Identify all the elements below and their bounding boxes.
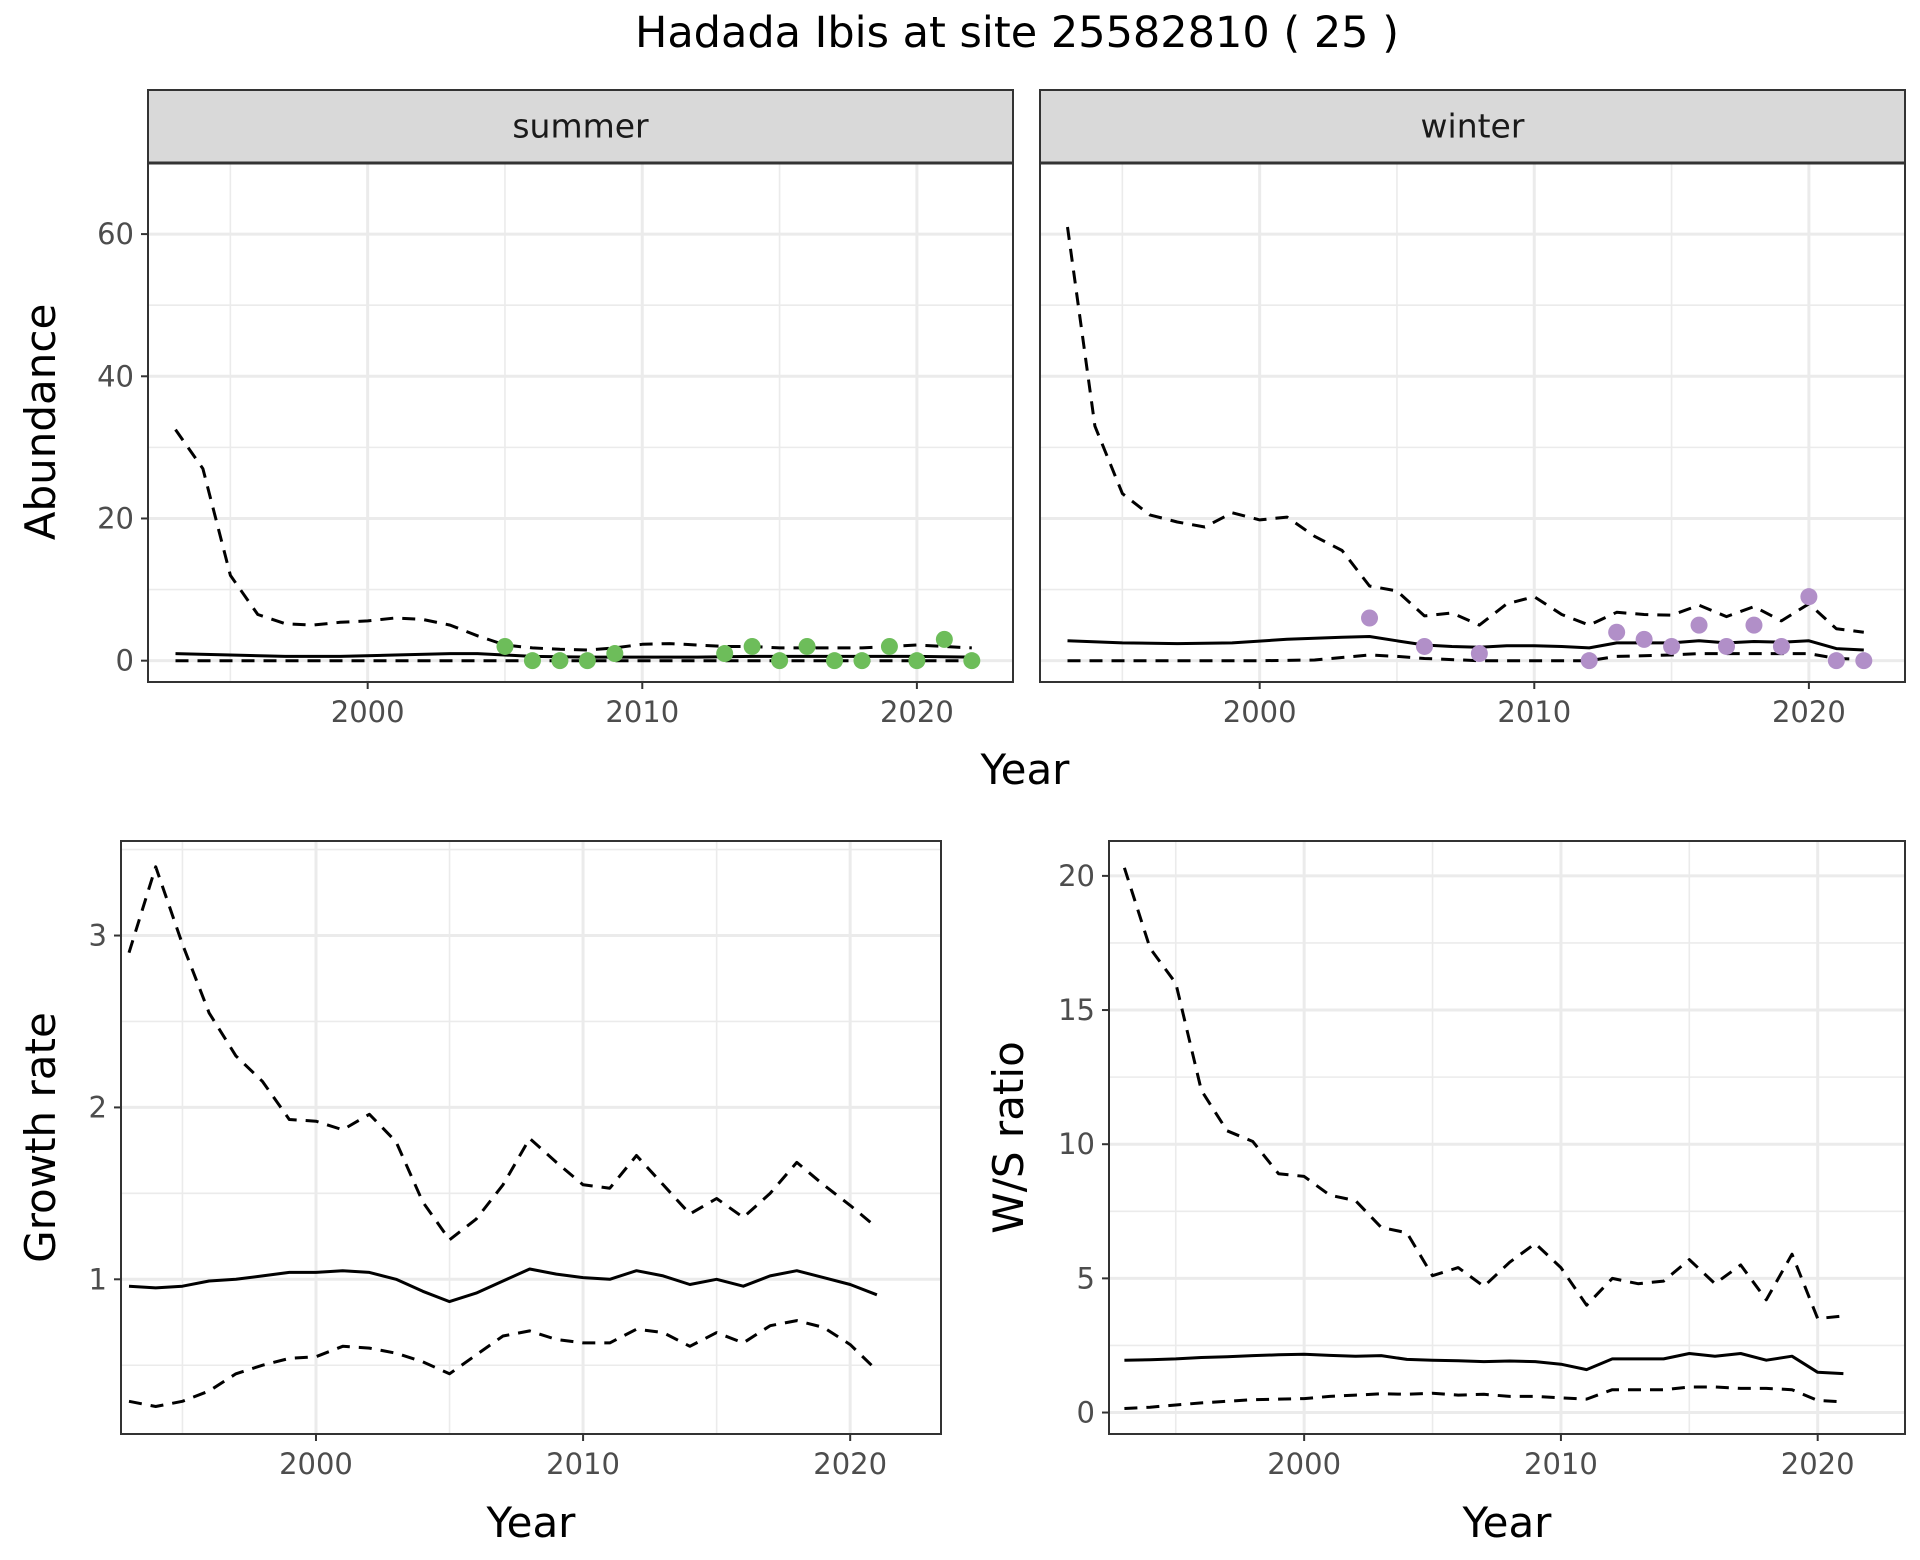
observed-count-point: [880, 637, 898, 655]
abundance-y-axis-label: Abundance: [16, 304, 65, 541]
facet-strip-label: winter: [1421, 107, 1525, 146]
x-tick-label: 2010: [1497, 695, 1571, 729]
panel-border: [147, 162, 1014, 683]
dashed-interval-line: [1122, 867, 1844, 1321]
observed-count-point: [826, 652, 844, 670]
y-tick-label: 10: [1058, 1127, 1095, 1161]
facet-strip: [147, 89, 1014, 164]
x-tick-label: 2000: [331, 695, 405, 729]
dashed-interval-line: [1124, 1385, 1844, 1410]
dashed-interval-line: [174, 428, 972, 652]
x-tick-label: 2000: [279, 1447, 353, 1481]
panel-border: [120, 840, 942, 1435]
x-tick-label: 2000: [1223, 695, 1297, 729]
figure-title: Hadada Ibis at site 25582810 ( 25 ): [635, 8, 1399, 58]
x-tick-label: 2020: [1781, 1447, 1855, 1481]
solid-estimate-line: [128, 1267, 878, 1304]
observed-count-point: [1855, 652, 1873, 670]
observed-count-point: [1635, 630, 1653, 648]
facet-strip-label: summer: [512, 107, 649, 146]
solid-estimate-line: [175, 652, 972, 659]
y-tick-label: 0: [116, 644, 134, 678]
observed-count-point: [496, 637, 514, 655]
x-axis-label: Year: [1462, 1498, 1553, 1547]
panel-growth-rate: 2000 2010 2020 1 2 3 Year Growth rate: [16, 840, 942, 1547]
observed-count-point: [743, 637, 761, 655]
observed-count-point: [1580, 652, 1598, 670]
top-x-axis-label: Year: [980, 745, 1071, 794]
panel-border: [1039, 162, 1906, 683]
dashed-interval-line: [127, 865, 878, 1242]
observed-count-point: [1361, 609, 1379, 627]
x-tick-label: 2020: [1772, 695, 1846, 729]
x-tick-label: 2010: [546, 1447, 620, 1481]
x-tick-label: 2000: [1267, 1447, 1341, 1481]
x-tick-label: 2010: [1524, 1447, 1598, 1481]
solid-estimate-line: [1067, 635, 1864, 652]
x-tick-label: 2020: [813, 1447, 887, 1481]
observed-count-point: [935, 630, 953, 648]
observed-count-point: [1690, 616, 1708, 634]
x-axis-label: Year: [486, 1498, 577, 1547]
y-tick-label: 1: [89, 1262, 107, 1296]
panel-summer-abundance: summer 2000 2010 2020 0 20 40 60: [97, 89, 1014, 729]
dashed-interval-line: [1066, 226, 1864, 634]
observed-count-point: [1608, 623, 1626, 641]
panel-border: [1108, 840, 1906, 1435]
y-tick-label: 20: [97, 501, 134, 535]
observed-count-point: [1800, 588, 1818, 606]
y-tick-label: 5: [1077, 1261, 1095, 1295]
observed-count-point: [1415, 637, 1433, 655]
y-tick-label: 40: [97, 359, 134, 393]
observed-count-point: [578, 652, 596, 670]
y-tick-label: 0: [1077, 1396, 1095, 1430]
panel-winter-abundance: winter 2000 2010 2020: [1039, 89, 1906, 729]
observed-count-point: [1827, 652, 1845, 670]
observed-count-point: [771, 652, 789, 670]
observed-count-point: [798, 637, 816, 655]
observed-count-point: [551, 652, 569, 670]
observed-count-point: [1470, 645, 1488, 663]
observed-count-point: [523, 652, 541, 670]
y-tick-label: 15: [1058, 993, 1095, 1027]
y-tick-label: 20: [1058, 859, 1095, 893]
observed-count-point: [908, 652, 926, 670]
x-tick-label: 2010: [605, 695, 679, 729]
observed-count-point: [1663, 637, 1681, 655]
observed-count-point: [963, 652, 981, 670]
y-tick-label: 60: [97, 217, 134, 251]
observed-count-point: [1772, 637, 1790, 655]
observed-count-point: [606, 645, 624, 663]
x-tick-label: 2020: [880, 695, 954, 729]
solid-estimate-line: [1124, 1352, 1844, 1376]
y-axis-label: W/S ratio: [984, 1041, 1033, 1234]
observed-count-point: [1745, 616, 1763, 634]
observed-count-point: [1718, 637, 1736, 655]
observed-count-point: [716, 645, 734, 663]
y-axis-label: Growth rate: [16, 1012, 65, 1263]
y-tick-label: 2: [89, 1090, 107, 1124]
observed-count-point: [853, 652, 871, 670]
panel-ws-ratio: 2000 2010 2020 0 5 10 15 20 Year W/S ratio: [984, 840, 1906, 1547]
y-tick-label: 3: [89, 919, 107, 953]
dashed-interval-line: [128, 1319, 878, 1408]
